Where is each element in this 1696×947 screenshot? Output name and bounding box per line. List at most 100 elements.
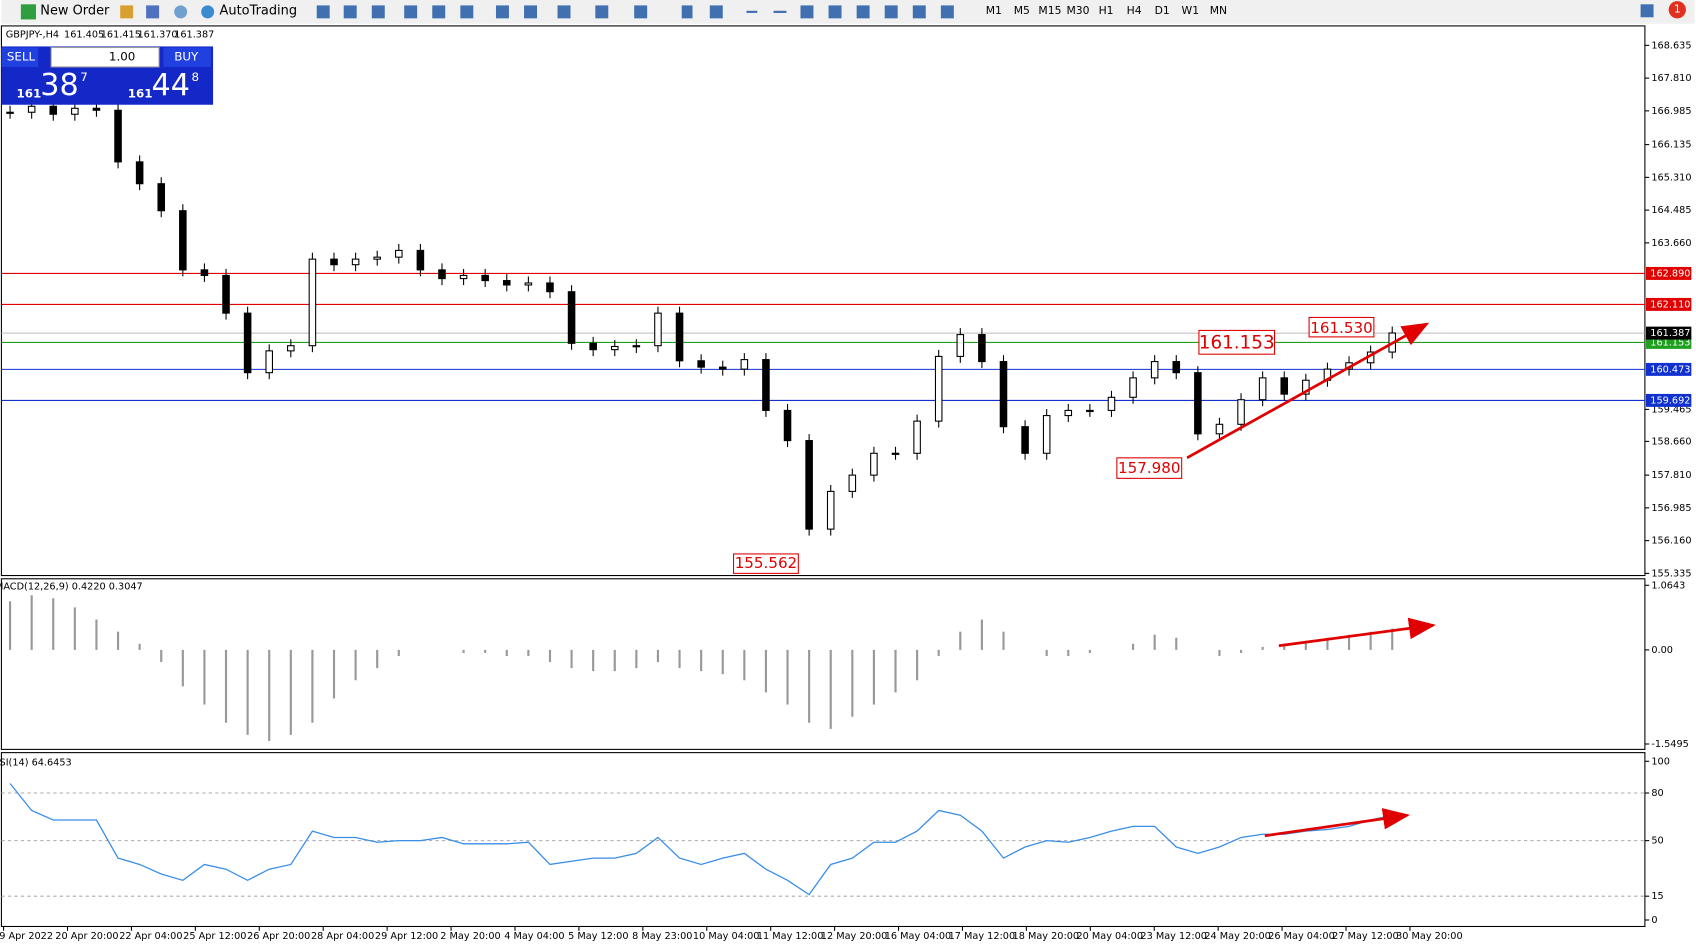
icon[interactable] (828, 5, 842, 19)
timeframe-button[interactable]: MN (1210, 4, 1227, 17)
timeframe-button[interactable]: D1 (1155, 4, 1170, 17)
candle-body (697, 360, 705, 368)
sell-price-big[interactable]: 161 (17, 86, 42, 100)
auto-trading-button[interactable]: AutoTrading (220, 3, 298, 18)
y-tick-label: 167.810 (1651, 73, 1691, 84)
x-tick-label: 24 May 20:00 (1204, 931, 1271, 942)
buy-button[interactable] (163, 47, 211, 67)
timeframe-button[interactable]: M15 (1038, 4, 1061, 17)
candle-body (502, 280, 511, 286)
icon[interactable] (557, 5, 571, 19)
icon[interactable] (884, 5, 898, 19)
notification-count: 1 (1674, 3, 1681, 16)
annotation: 161.530 (1310, 319, 1372, 337)
sell-label[interactable]: SELL (7, 50, 36, 64)
candle-body (481, 274, 489, 282)
x-tick-label: 16 May 04:00 (885, 931, 952, 942)
candle-body (1129, 377, 1137, 398)
icon[interactable] (495, 5, 509, 19)
y-tick-label: 158.660 (1651, 436, 1691, 447)
icon[interactable] (681, 5, 693, 19)
icon[interactable] (773, 10, 787, 13)
sell-price-pips[interactable]: 38 (40, 68, 78, 103)
x-tick-label: 4 May 04:00 (504, 931, 564, 942)
buy-price-big[interactable]: 161 (128, 86, 153, 100)
icon[interactable] (634, 5, 648, 19)
new-order-icon[interactable] (20, 4, 36, 20)
candle-body (1021, 426, 1029, 454)
candle-body (27, 105, 36, 113)
icon[interactable] (912, 5, 926, 19)
x-tick-label: 27 May 12:00 (1332, 931, 1399, 942)
icon[interactable] (343, 5, 357, 19)
x-tick-label: 29 Apr 12:00 (375, 931, 438, 942)
icon[interactable] (856, 5, 870, 19)
toolbar: New Order AutoTrading 1 M1 M5 M15 M30 H1 H4 D1… (1, 0, 1695, 24)
icon[interactable] (146, 5, 160, 19)
candle-body (610, 345, 619, 351)
sell-button[interactable] (1, 47, 39, 67)
annotation-box (1116, 457, 1183, 479)
candle-body (1107, 396, 1116, 411)
x-tick-label: 20 Apr 20:00 (55, 931, 118, 942)
icon[interactable] (371, 5, 385, 19)
y-tick-label: 157.810 (1651, 470, 1691, 481)
icon[interactable] (524, 5, 538, 19)
icon[interactable] (316, 5, 330, 19)
candle-body (1302, 379, 1310, 395)
icon[interactable] (404, 5, 418, 19)
annotation: 161.153 (1199, 332, 1275, 353)
icon[interactable] (432, 5, 446, 19)
new-order-button[interactable]: New Order (40, 3, 110, 18)
lots-value[interactable]: 1.00 (109, 50, 135, 64)
candle-body (1150, 361, 1159, 379)
candle-body (718, 366, 727, 370)
candle-body (1172, 361, 1181, 374)
icon[interactable] (460, 5, 474, 19)
buy-label[interactable]: BUY (174, 50, 199, 64)
timeframe-button[interactable]: H4 (1127, 4, 1142, 17)
notification-badge[interactable] (1668, 1, 1686, 19)
timeframe-button[interactable]: H1 (1099, 4, 1114, 17)
macd-panel (0, 578, 1646, 750)
x-tick-label: 19 Apr 2022 (0, 931, 53, 942)
icon[interactable] (174, 5, 188, 19)
x-tick-label: 25 Apr 12:00 (183, 931, 246, 942)
timeframe-button[interactable]: W1 (1182, 4, 1200, 17)
level-tag (1645, 362, 1692, 376)
x-tick-label: 11 May 12:00 (757, 931, 824, 942)
candle-body (351, 258, 360, 266)
level-label: 162.890 (1650, 268, 1690, 279)
x-tick-label: 8 May 23:00 (632, 931, 692, 942)
timeframe-button[interactable]: M1 (986, 4, 1002, 17)
candle-body (978, 334, 986, 363)
candle-body (891, 452, 900, 455)
search-icon[interactable] (1640, 4, 1654, 18)
candle-body (459, 274, 468, 280)
trade-panel: SELL 1.00 BUY 161 38 7 161 44 8 (1, 46, 214, 105)
y-tick-label: 166.985 (1651, 106, 1691, 117)
y-tick-label: 164.485 (1651, 205, 1691, 216)
icon[interactable] (746, 10, 758, 13)
current-price-label: 161.387 (1650, 328, 1690, 339)
candle-body (632, 345, 641, 348)
trend-arrow (1186, 322, 1430, 460)
icon[interactable] (940, 5, 954, 19)
candle-body (1086, 409, 1094, 413)
candle-body (805, 440, 813, 530)
icon[interactable] (709, 5, 723, 19)
icon[interactable] (595, 5, 609, 19)
auto-trading-icon[interactable] (201, 5, 215, 19)
lots-input[interactable] (50, 46, 160, 68)
candle-body (870, 452, 878, 476)
buy-price-pips[interactable]: 44 (152, 68, 190, 103)
buy-price-frac[interactable]: 8 (191, 70, 199, 84)
timeframe-button[interactable]: M30 (1066, 4, 1089, 17)
icon[interactable] (120, 5, 134, 19)
timeframe-button[interactable]: M5 (1014, 4, 1030, 17)
sell-price-frac[interactable]: 7 (80, 70, 88, 84)
icon[interactable] (800, 5, 814, 19)
chart-tools (316, 4, 1654, 19)
